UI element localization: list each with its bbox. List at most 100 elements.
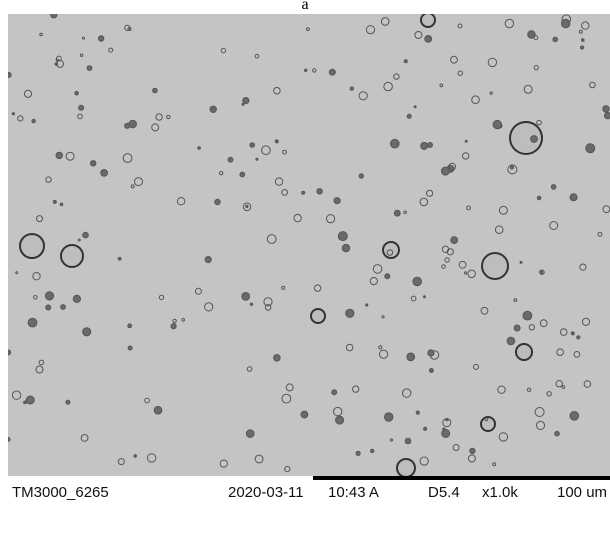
particle <box>50 14 58 19</box>
particle <box>581 21 590 30</box>
particle <box>420 14 436 28</box>
particle <box>242 97 250 105</box>
particle <box>15 271 19 275</box>
particle <box>60 304 66 310</box>
particle <box>536 195 542 201</box>
particle <box>450 55 458 64</box>
particle <box>82 231 89 239</box>
particle <box>390 138 400 149</box>
particle <box>23 89 33 98</box>
particle <box>452 444 460 451</box>
particle <box>381 315 385 319</box>
particle <box>463 271 468 275</box>
particle <box>534 407 545 417</box>
particle <box>389 438 393 442</box>
micrograph <box>8 14 610 476</box>
particle <box>589 81 596 89</box>
particle <box>457 70 463 76</box>
panel-label: a <box>301 0 309 13</box>
particle <box>365 303 369 307</box>
particle <box>241 102 245 106</box>
particle <box>33 295 38 300</box>
particle <box>254 454 264 464</box>
particle <box>8 72 12 78</box>
particle <box>370 448 375 454</box>
particle <box>153 405 163 415</box>
particle <box>358 173 364 179</box>
particle <box>124 122 131 129</box>
particle <box>403 59 408 64</box>
particle <box>284 466 291 473</box>
particle <box>536 119 542 126</box>
particle <box>369 277 378 286</box>
particle <box>59 202 64 207</box>
particle <box>423 295 426 299</box>
particle <box>273 354 281 362</box>
particle <box>245 429 255 438</box>
particle <box>578 29 583 34</box>
particle <box>108 47 114 53</box>
particle <box>8 436 11 442</box>
particle <box>515 343 533 361</box>
particle <box>263 297 273 307</box>
particle <box>326 214 336 224</box>
particle <box>100 169 108 177</box>
particle <box>509 121 543 155</box>
particle <box>420 141 429 150</box>
particle <box>355 450 361 456</box>
particle <box>365 25 376 35</box>
particle <box>555 380 563 388</box>
particle <box>313 284 322 292</box>
particle <box>45 304 52 311</box>
particle <box>8 349 12 356</box>
particle <box>17 115 24 122</box>
particle <box>181 318 185 322</box>
particle <box>489 91 493 95</box>
particle <box>158 294 165 301</box>
particle <box>439 83 444 88</box>
particle <box>372 264 383 274</box>
particle <box>569 193 578 202</box>
particle <box>393 209 401 217</box>
particle <box>569 411 580 421</box>
particle <box>328 68 336 76</box>
image-id: TM3000_6265 <box>12 484 109 501</box>
particle <box>214 198 221 206</box>
particle <box>533 35 539 41</box>
particle <box>487 57 498 68</box>
particle <box>335 415 345 425</box>
particle <box>522 310 533 321</box>
particle <box>127 323 133 329</box>
particle <box>504 18 515 29</box>
particle <box>239 171 246 178</box>
particle <box>281 189 289 196</box>
particle <box>404 437 412 445</box>
particle <box>498 432 509 442</box>
particle <box>428 368 434 373</box>
particle <box>379 349 389 359</box>
magnification: x1.0k <box>482 484 518 501</box>
particle <box>597 231 603 237</box>
particle <box>117 256 122 261</box>
particle <box>11 112 16 116</box>
particle <box>441 428 451 438</box>
particle <box>306 27 310 32</box>
particle <box>419 197 429 207</box>
particle <box>249 142 255 148</box>
particle <box>341 243 351 253</box>
particle <box>144 397 151 404</box>
particle <box>440 166 450 176</box>
particle <box>117 458 125 466</box>
particle <box>166 114 171 120</box>
date: 2020-03-11 <box>228 484 304 501</box>
particle <box>349 86 354 91</box>
particle <box>82 327 92 337</box>
particle <box>254 53 260 59</box>
particle <box>127 27 132 31</box>
particle <box>19 233 45 259</box>
particle <box>172 318 177 324</box>
particle <box>345 343 354 352</box>
particle <box>419 456 429 466</box>
particle <box>147 453 157 463</box>
particle <box>300 410 309 419</box>
